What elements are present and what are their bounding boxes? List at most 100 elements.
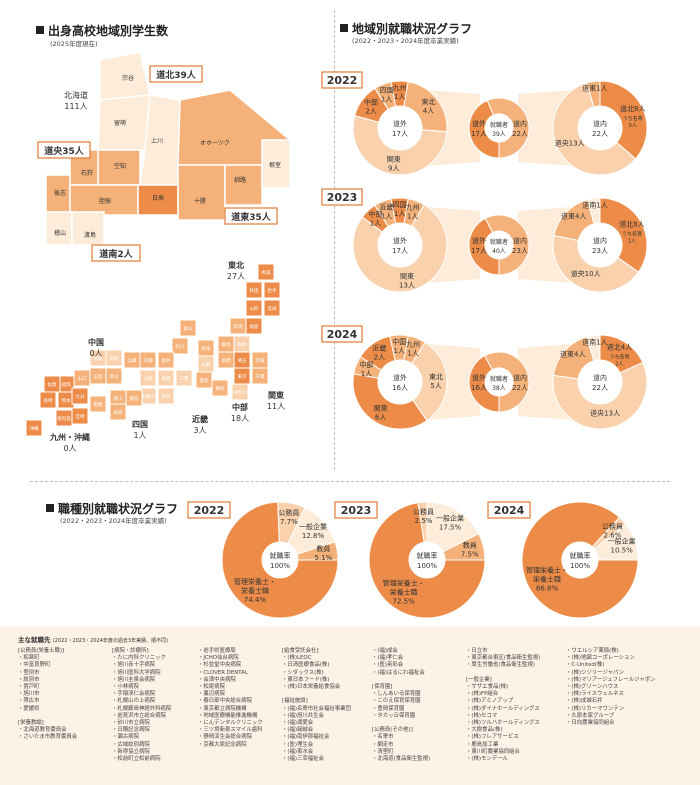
employer-item: ・(福)東水会 <box>282 748 314 755</box>
hokkaido-subregion-label: 根室 <box>269 161 281 169</box>
inside-slice-note-count: 2人 <box>615 362 623 368</box>
employer-item: ・中富良野町 <box>18 662 51 669</box>
outside-slice-count: 9人 <box>388 164 399 172</box>
inside-slice-label: 道東4人 <box>560 349 585 358</box>
occupation-year-badge <box>487 501 531 519</box>
total-outside-name: 道外 <box>472 119 486 128</box>
prefecture-label: 宮崎 <box>76 413 85 420</box>
occupation-slice-value: 17.5% <box>439 523 462 531</box>
employers-title: 主な就職先 (2022・2023・2024年度の過去3年実績、順不同) <box>18 636 169 644</box>
hokkaido-callout-box <box>224 207 278 225</box>
occupation-slice-name: 栄養士職 <box>241 586 269 595</box>
outside-slice-name: 九州 <box>406 339 420 348</box>
employers-panel <box>0 627 700 785</box>
employer-item: ・(株)成城石井 <box>566 698 603 705</box>
prefecture-cell <box>157 387 175 405</box>
outside-slice-name: 四国 <box>380 87 394 95</box>
employer-item: ・CLOVER DENTAL <box>198 669 248 676</box>
occupation-year-badge <box>334 501 378 519</box>
total-outside-name: 道外 <box>472 236 486 245</box>
outside-slice-count: 2人 <box>374 354 385 362</box>
employers-column: ・岩手県医療局 ・JCHO仙台病院 ・杉並堂中央病院 ・CLOVER DENTAL ・会… <box>198 648 263 749</box>
inside-hokkaido-hole <box>578 106 622 150</box>
inside-center-name: 道内 <box>593 119 607 128</box>
employer-item: ・網走市 <box>372 741 394 748</box>
prefecture-cell <box>245 317 263 335</box>
prefecture-cell <box>245 281 263 299</box>
prefecture-label: 静岡 <box>216 385 225 392</box>
prefecture-cell <box>89 395 107 413</box>
prefecture-label: 千葉 <box>256 373 265 380</box>
total-center-label: 就職者 <box>490 375 508 383</box>
prefecture-cell <box>263 299 281 317</box>
inside-slice-label: 道東4人 <box>561 211 586 220</box>
employers-column: [病院・診療所] ・たに内科クリニック ・旭川赤十字病院 ・旭川医科大学病院 ・旭川圭泉… <box>112 648 171 763</box>
employer-item: ・(株)ライスウェルネス <box>566 691 624 698</box>
region-count: 18人 <box>231 414 249 423</box>
outside-slice-count: 1人 <box>381 96 392 104</box>
occupation-slice-name: 公務員 <box>602 521 623 530</box>
year-badge <box>321 71 363 89</box>
total-inside-name: 道内 <box>513 236 527 245</box>
hokkaido-subregion-label: 檜山 <box>54 229 66 237</box>
hokkaido-subregion-label: 日高 <box>152 194 164 202</box>
region-name: 関東 <box>268 390 284 400</box>
occupation-year-label: 2024 <box>494 504 525 517</box>
total-inside-name: 道内 <box>513 119 527 128</box>
outside-slice-count: 13人 <box>399 281 415 289</box>
students-title: 出身高校地域別学生数 <box>36 22 168 39</box>
occupation-slice-name: 栄養士職 <box>533 574 561 583</box>
year-badge-label: 2022 <box>327 74 358 87</box>
prefecture-cell <box>39 391 57 409</box>
employers-column: [給食受託会社] ・(株)LEOC ・日清医療食品(株) ・シダックス(株) ・東日本フ… <box>282 648 351 763</box>
employers-column: ・(福)成会 ・(福)孝仁会 ・(医)英彩会 ・(福)はるにれ福祉会 [保育園] ・しん… <box>372 648 430 763</box>
occupation-slice-name: 栄養士職 <box>390 587 418 596</box>
outside-slice-name: 九州 <box>393 83 407 92</box>
occupation-slice-value: 72.5% <box>392 597 415 605</box>
hokkaido-callout-text: 道東35人 <box>231 211 272 223</box>
prefecture-label: 岐阜 <box>202 345 211 352</box>
prefecture-label: 青森 <box>262 269 271 276</box>
outside-slice-count: 1人 <box>361 370 372 378</box>
hokkaido-subregion-label: 後志 <box>54 189 66 197</box>
total-center-count: 40人 <box>492 248 506 255</box>
employer-item: ・三ツ境新泉スマイル歯科 <box>198 727 263 734</box>
region-count: 3人 <box>193 426 206 435</box>
employer-item <box>372 677 430 684</box>
outside-center-count: 17人 <box>392 247 408 255</box>
occupation-slice-value: 7.7% <box>280 518 298 526</box>
employer-item: ・(福)南伊那福祉会 <box>282 734 330 741</box>
employer-item: [福祉施設] <box>282 698 308 705</box>
prefecture-label: 愛媛 <box>94 401 103 408</box>
prefecture-label: 東京 <box>238 373 247 380</box>
employers-title-note: (2022・2023・2024年度の過去3年実績、順不同) <box>52 638 169 644</box>
occupation-center-value: 100% <box>417 562 437 570</box>
employer-item: [公務員(栄養士職)] <box>18 648 65 654</box>
hokkaido-subregion-label: 上川 <box>151 137 163 145</box>
inside-center-count: 22人 <box>592 384 608 392</box>
hokkaido-subregion-label: 胆振 <box>99 197 111 205</box>
inside-slice-label: 道央13人 <box>555 138 585 147</box>
employer-item: ・(医)英彩会 <box>372 662 404 669</box>
outside-slice-name: 中部 <box>364 98 378 107</box>
employer-item: ・札幌藤島神経外科病院 <box>112 705 172 712</box>
total-employed-hole <box>485 231 513 259</box>
employer-item <box>18 713 77 720</box>
outside-slice-count: 1人 <box>407 212 418 220</box>
occupation-hole <box>262 542 298 578</box>
total-employed-hole <box>485 368 513 396</box>
employer-item: ・タカッ丘保育園 <box>372 712 416 719</box>
prefecture-cell <box>245 299 263 317</box>
employer-item: ・(株)ツルハホールディングス <box>466 720 540 727</box>
employer-item: ・豊岡保育園 <box>372 705 405 712</box>
prefecture-label: 長野 <box>222 357 231 364</box>
hokkaido-subregion-label: 石狩 <box>81 169 93 177</box>
employer-item: ・(株)地図コーポレーション <box>566 655 635 662</box>
hokkaido-callout-text: 道北39人 <box>156 69 197 81</box>
prefecture-label: 宮城 <box>268 305 277 312</box>
employer-item: ・和寒町 <box>18 655 40 662</box>
outside-slice-count: 1人 <box>394 210 405 218</box>
inside-slice-label: 道東1人 <box>582 83 607 92</box>
prefecture-label: 沖縄 <box>30 425 39 432</box>
outside-slice-count: 1人 <box>393 347 404 355</box>
